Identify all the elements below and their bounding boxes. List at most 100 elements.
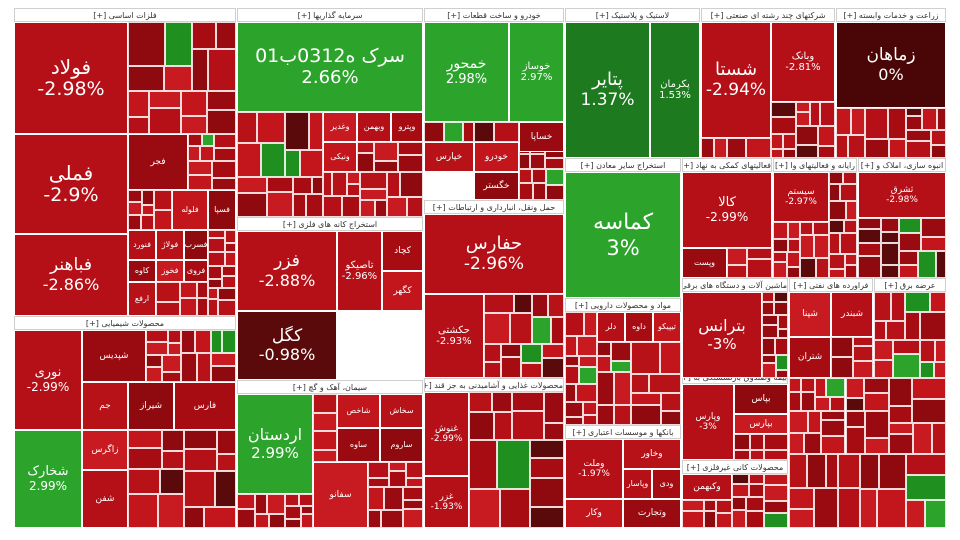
treemap-tile[interactable] xyxy=(510,313,532,344)
treemap-tile[interactable] xyxy=(889,423,913,434)
treemap-tile[interactable] xyxy=(222,276,236,288)
treemap-tile[interactable] xyxy=(789,392,801,411)
treemap-tile[interactable] xyxy=(293,194,306,217)
stock-tile[interactable]: سفانو xyxy=(313,462,368,528)
treemap-tile[interactable] xyxy=(932,423,946,454)
treemap-tile[interactable] xyxy=(565,384,576,402)
treemap-tile[interactable] xyxy=(208,49,236,91)
treemap-tile[interactable] xyxy=(905,292,930,312)
stock-tile[interactable]: وبانک -2.81% xyxy=(771,22,835,102)
treemap-tile[interactable] xyxy=(614,372,631,405)
sector-header[interactable]: فراورده های نفتی [+] xyxy=(789,278,873,292)
stock-tile[interactable]: سخاش xyxy=(380,394,423,428)
sector-header[interactable]: انبوه سازی، املاک و [+] xyxy=(858,158,946,172)
stock-tile[interactable]: شیراز xyxy=(128,382,174,430)
stock-tile[interactable]: زماهان 0% xyxy=(836,22,946,108)
stock-tile[interactable]: فولاژ xyxy=(156,230,184,260)
treemap-tile[interactable] xyxy=(255,514,269,528)
treemap-tile[interactable] xyxy=(149,91,181,108)
treemap-tile[interactable] xyxy=(931,145,946,158)
treemap-tile[interactable] xyxy=(188,175,212,190)
treemap-tile[interactable] xyxy=(846,398,864,411)
sector-header[interactable]: شرکتهای چند رشته ای صنعتی [+] xyxy=(701,8,835,22)
stock-tile[interactable]: کماسه 3% xyxy=(565,172,681,298)
treemap-tile[interactable] xyxy=(162,430,184,451)
sector-header[interactable]: محصولات کانی غیرفلزی [+] xyxy=(682,460,788,474)
treemap-tile[interactable] xyxy=(838,488,860,528)
treemap-tile[interactable] xyxy=(845,254,857,265)
treemap-tile[interactable] xyxy=(771,102,796,117)
stock-tile[interactable]: تیپیکو xyxy=(653,312,681,342)
stock-tile[interactable]: خودرو xyxy=(474,142,519,172)
treemap-tile[interactable] xyxy=(424,122,444,142)
treemap-tile[interactable] xyxy=(796,126,818,145)
stock-tile[interactable]: غزر -1.93% xyxy=(424,476,469,528)
treemap-tile[interactable] xyxy=(156,282,180,302)
treemap-tile[interactable] xyxy=(195,330,211,353)
treemap-tile[interactable] xyxy=(128,430,162,448)
stock-tile[interactable]: بپارس xyxy=(734,414,788,434)
treemap-tile[interactable] xyxy=(469,412,494,440)
treemap-tile[interactable] xyxy=(796,102,810,112)
treemap-tile[interactable] xyxy=(937,108,946,130)
treemap-tile[interactable] xyxy=(920,362,934,378)
treemap-tile[interactable] xyxy=(357,153,374,172)
treemap-tile[interactable] xyxy=(796,112,810,126)
treemap-tile[interactable] xyxy=(544,392,564,423)
treemap-tile[interactable] xyxy=(532,317,551,344)
treemap-tile[interactable] xyxy=(360,200,375,217)
treemap-tile[interactable] xyxy=(368,510,381,528)
stock-tile[interactable]: شستا -2.94% xyxy=(701,22,771,138)
treemap-tile[interactable] xyxy=(237,494,255,509)
treemap-tile[interactable] xyxy=(844,220,857,233)
treemap-tile[interactable] xyxy=(660,342,681,374)
treemap-tile[interactable] xyxy=(874,360,893,378)
treemap-tile[interactable] xyxy=(162,451,184,469)
treemap-tile[interactable] xyxy=(162,372,181,382)
treemap-tile[interactable] xyxy=(749,474,764,484)
treemap-tile[interactable] xyxy=(128,190,142,202)
treemap-tile[interactable] xyxy=(545,158,564,169)
stock-tile[interactable]: وپارس -3% xyxy=(682,384,734,460)
treemap-tile[interactable] xyxy=(368,478,389,487)
treemap-tile[interactable] xyxy=(874,321,886,340)
treemap-tile[interactable] xyxy=(180,298,197,316)
treemap-tile[interactable] xyxy=(521,344,542,363)
stock-tile[interactable]: فروی xyxy=(184,260,208,282)
stock-tile[interactable]: فلوله xyxy=(172,190,208,230)
treemap-tile[interactable] xyxy=(829,172,843,184)
treemap-tile[interactable] xyxy=(840,233,857,254)
treemap-tile[interactable] xyxy=(853,346,873,361)
treemap-tile[interactable] xyxy=(500,489,530,528)
treemap-tile[interactable] xyxy=(899,265,918,278)
stock-tile[interactable]: خپارس xyxy=(424,142,474,172)
stock-tile[interactable]: حکشتی -2.93% xyxy=(424,294,484,378)
treemap-tile[interactable] xyxy=(614,405,631,425)
treemap-tile[interactable] xyxy=(160,469,184,494)
treemap-tile[interactable] xyxy=(631,374,649,393)
treemap-tile[interactable] xyxy=(860,454,879,489)
stock-tile[interactable]: وغدیر xyxy=(323,112,357,142)
treemap-tile[interactable] xyxy=(208,266,222,279)
treemap-tile[interactable] xyxy=(826,378,845,397)
treemap-tile[interactable] xyxy=(764,513,788,528)
treemap-tile[interactable] xyxy=(899,251,918,265)
treemap-tile[interactable] xyxy=(181,91,207,116)
treemap-tile[interactable] xyxy=(218,300,236,316)
stock-tile[interactable]: دلر xyxy=(597,312,625,342)
treemap-tile[interactable] xyxy=(207,91,236,110)
stock-tile[interactable]: وملت -1.97% xyxy=(565,439,623,499)
treemap-tile[interactable] xyxy=(202,134,214,146)
treemap-tile[interactable] xyxy=(858,243,881,256)
stock-tile[interactable]: فباهنر -2.86% xyxy=(14,234,128,316)
stock-tile[interactable]: شتران xyxy=(789,337,831,378)
treemap-tile[interactable] xyxy=(597,372,614,405)
treemap-tile[interactable] xyxy=(400,172,423,197)
treemap-tile[interactable] xyxy=(519,154,530,169)
treemap-tile[interactable] xyxy=(764,501,788,513)
treemap-tile[interactable] xyxy=(787,267,800,278)
treemap-tile[interactable] xyxy=(469,440,497,489)
treemap-tile[interactable] xyxy=(762,315,778,325)
treemap-tile[interactable] xyxy=(906,500,925,528)
treemap-tile[interactable] xyxy=(180,282,197,298)
